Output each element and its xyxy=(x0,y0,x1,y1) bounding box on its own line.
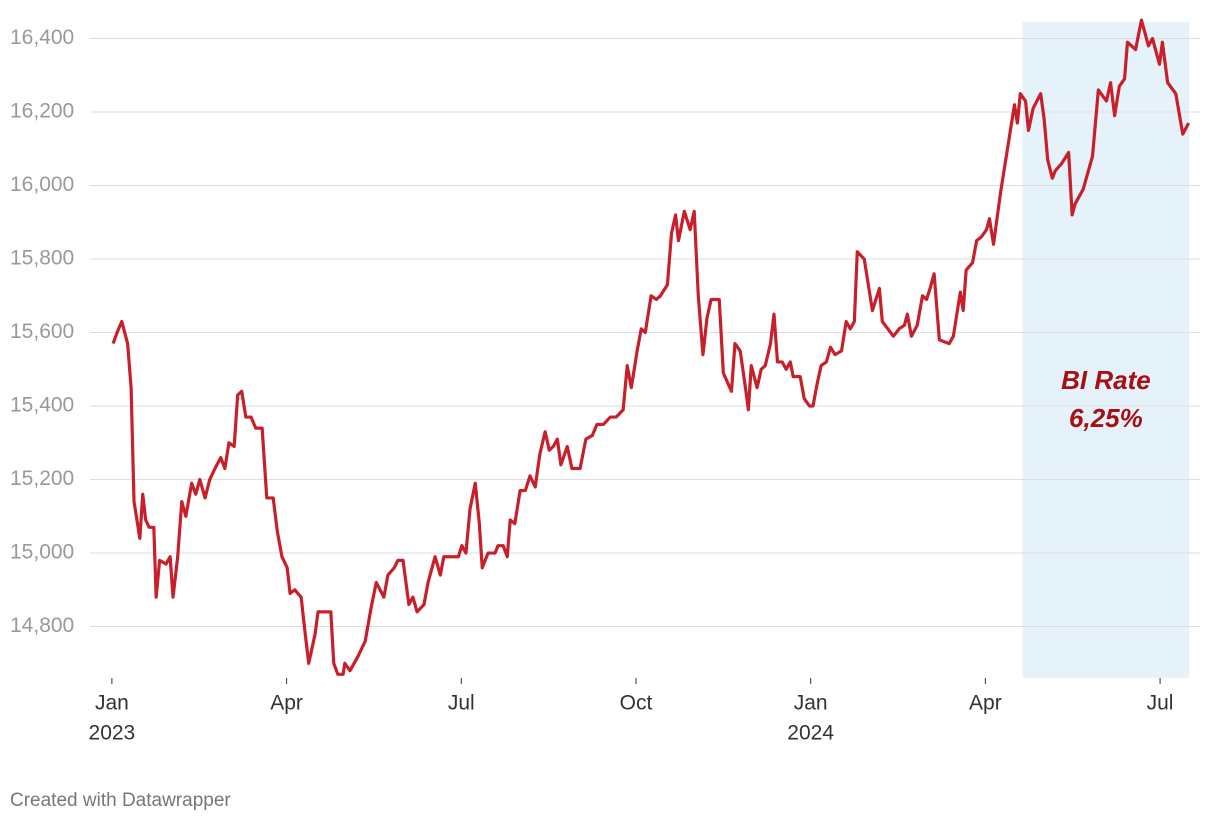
x-tick-label: Jan xyxy=(95,692,129,715)
footer: Created with Datawrapper xyxy=(10,790,231,811)
annotation: 6,25% xyxy=(1069,403,1143,433)
x-tick-label: Jul xyxy=(1147,692,1174,715)
y-tick-label: 14,800 xyxy=(10,614,74,637)
price-line xyxy=(111,18,1191,676)
y-tick-label: 15,600 xyxy=(10,320,74,343)
highlight-band xyxy=(1022,22,1190,678)
x-tick-label: Apr xyxy=(270,692,303,715)
x-tick-label: Apr xyxy=(969,692,1002,715)
x-year-label: 2024 xyxy=(787,722,834,745)
x-tick-label: Jan xyxy=(794,692,828,715)
x-tick-label: Jul xyxy=(448,692,475,715)
y-tick-label: 15,400 xyxy=(10,394,74,417)
y-tick-label: 15,800 xyxy=(10,247,74,270)
y-tick-label: 15,000 xyxy=(10,541,74,564)
y-tick-label: 16,200 xyxy=(10,100,74,123)
annotation: BI Rate xyxy=(1061,365,1151,395)
x-tick-label: Oct xyxy=(620,692,653,715)
y-tick-label: 15,200 xyxy=(10,467,74,490)
y-tick-label: 16,400 xyxy=(10,26,74,49)
y-tick-label: 16,000 xyxy=(10,173,74,196)
x-year-label: 2023 xyxy=(89,722,136,745)
